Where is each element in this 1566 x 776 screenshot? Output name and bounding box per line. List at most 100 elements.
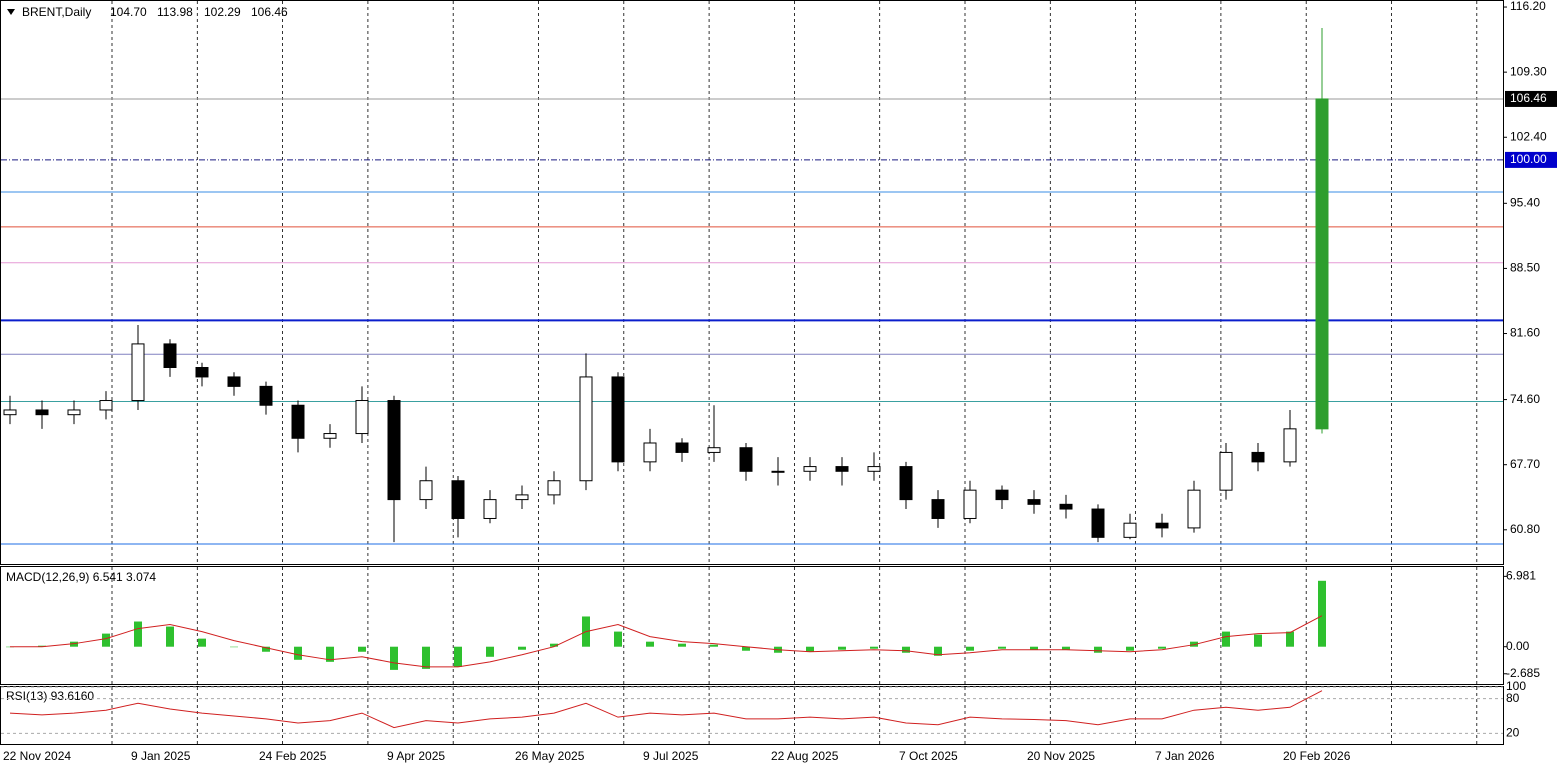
macd-bar	[102, 633, 110, 647]
symbol-title: BRENT,Daily	[22, 5, 91, 19]
y-tick-label: 102.40	[1510, 129, 1547, 143]
candle-body	[1027, 499, 1041, 505]
y-tick-label: 0.00	[1506, 639, 1530, 653]
candle-body	[995, 489, 1009, 501]
price-pane	[0, 0, 1504, 565]
candle-body	[35, 409, 49, 416]
macd-bar	[166, 626, 174, 647]
macd-bar	[454, 646, 462, 667]
rsi-pane	[0, 686, 1504, 745]
macd-bar	[806, 646, 814, 652]
macd-bar	[38, 645, 46, 647]
menu-arrow[interactable]	[7, 9, 15, 15]
macd-bar	[262, 646, 270, 652]
x-tick-label: 22 Nov 2024	[3, 749, 71, 763]
macd-bar	[614, 631, 622, 647]
macd-bar	[230, 646, 238, 648]
candle-body	[355, 400, 369, 435]
macd-bar	[1286, 631, 1294, 647]
macd-bar	[1318, 580, 1326, 647]
macd-bar	[966, 646, 974, 651]
y-tick-label: 116.20	[1510, 0, 1546, 13]
candle-body	[1059, 503, 1073, 510]
ohlc-value: 104.70	[110, 5, 147, 19]
y-tick-label: 80	[1506, 691, 1520, 705]
y-tick-label: 20	[1506, 726, 1520, 740]
macd-bar	[870, 646, 878, 649]
macd-bar	[550, 643, 558, 647]
macd-bar	[902, 646, 910, 653]
candle-body	[1251, 451, 1265, 463]
macd-bar	[486, 646, 494, 657]
macd-bar	[742, 646, 750, 651]
macd-bar	[1126, 646, 1134, 651]
macd-bar	[646, 641, 654, 647]
candle-body	[707, 447, 721, 453]
macd-bar	[358, 646, 366, 652]
macd-bar	[326, 646, 334, 662]
macd-bar	[294, 646, 302, 660]
x-tick-label: 7 Jan 2026	[1155, 749, 1215, 763]
candle-body	[259, 385, 273, 406]
macd-pane	[0, 566, 1504, 685]
candle-body	[579, 376, 593, 482]
x-tick-label: 9 Apr 2025	[387, 749, 445, 763]
macd-bar	[198, 638, 206, 647]
y-tick-label: 88.50	[1510, 261, 1540, 275]
macd-bar	[1158, 646, 1166, 649]
y-tick-label: 60.80	[1510, 522, 1540, 536]
macd-signal	[10, 615, 1323, 668]
candle-body	[515, 494, 529, 501]
candle-body	[739, 447, 753, 472]
candle-body	[67, 409, 81, 416]
candle-body	[1283, 428, 1297, 463]
macd-bar	[70, 641, 78, 647]
candle-body	[1219, 451, 1233, 491]
price-tag-label: 106.46	[1510, 91, 1547, 105]
candle-body	[323, 433, 337, 439]
candle-body	[899, 466, 913, 501]
y-tick-label: 6.981	[1506, 569, 1536, 583]
x-tick-label: 20 Nov 2025	[1027, 749, 1095, 763]
rsi-line	[9, 690, 1323, 729]
x-tick-label: 9 Jul 2025	[643, 749, 699, 763]
candle-body	[483, 499, 497, 519]
macd-bar	[934, 646, 942, 656]
y-tick-label: 100	[1506, 679, 1526, 693]
candle-body	[291, 404, 305, 439]
macd-bar	[1094, 646, 1102, 653]
macd-bar	[518, 646, 526, 650]
candle-body	[1123, 522, 1137, 538]
macd-bar	[1254, 634, 1262, 647]
candle-body	[419, 480, 433, 501]
x-tick-label: 7 Oct 2025	[899, 749, 958, 763]
candle-body	[1091, 508, 1105, 538]
candle-body	[387, 400, 401, 501]
candle-body	[675, 442, 689, 453]
macd-bar	[998, 646, 1006, 649]
candle-body	[1155, 522, 1169, 529]
y-tick-label: 74.60	[1510, 392, 1540, 406]
x-tick-label: 24 Feb 2025	[259, 749, 327, 763]
rsi-title: RSI(13) 93.6160	[6, 689, 94, 703]
candle-body	[227, 376, 241, 387]
y-tick-label: 109.30	[1510, 64, 1547, 78]
macd-bar	[390, 646, 398, 670]
candle-body	[1187, 489, 1201, 529]
y-tick-label: -2.685	[1506, 666, 1540, 680]
macd-bar	[1222, 631, 1230, 647]
candle-body	[547, 480, 561, 496]
candle-body	[3, 409, 17, 416]
macd-bar	[678, 643, 686, 647]
candle-body	[163, 343, 177, 369]
price-tag	[1505, 90, 1557, 107]
candle-body	[931, 499, 945, 519]
candle-body	[803, 466, 817, 472]
x-tick-label: 26 May 2025	[515, 749, 585, 763]
macd-bar	[422, 646, 430, 669]
ohlc-value: 113.98	[157, 5, 193, 19]
price-tag-label: 100.00	[1510, 152, 1547, 166]
ohlc-value: 106.46	[251, 5, 288, 19]
